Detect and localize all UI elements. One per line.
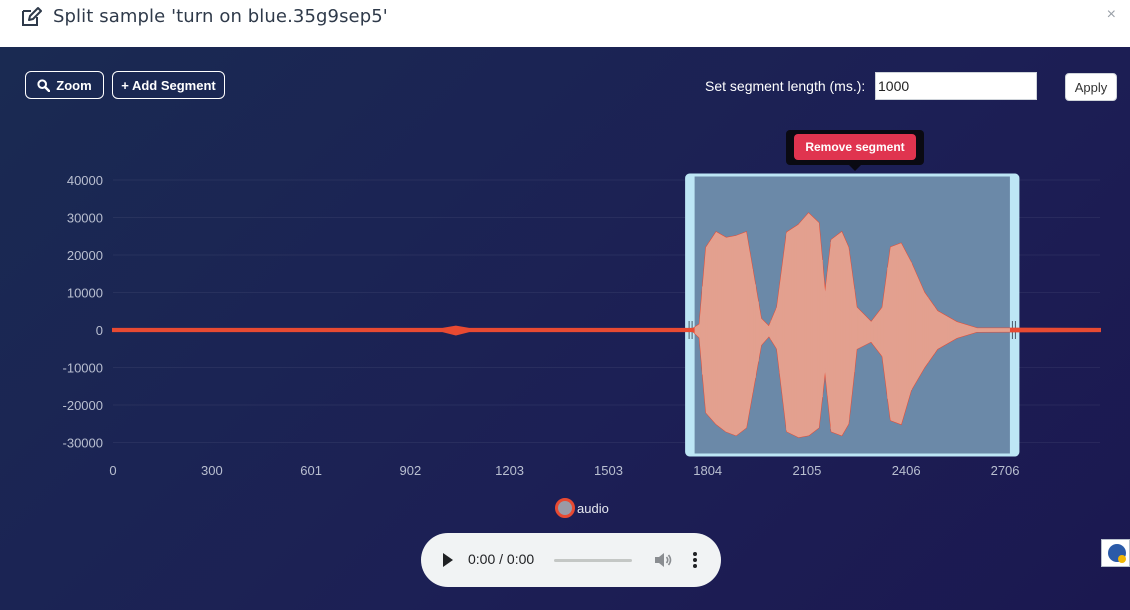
search-icon — [37, 78, 51, 92]
segment-length-input[interactable] — [875, 72, 1037, 100]
zoom-button[interactable]: Zoom — [25, 71, 104, 99]
legend-marker — [555, 498, 575, 518]
legend-label: audio — [577, 500, 609, 516]
segment-length-label: Set segment length (ms.): — [705, 78, 866, 94]
volume-icon[interactable] — [654, 550, 672, 570]
y-tick-label: 30000 — [67, 211, 103, 226]
x-tick-label: 300 — [201, 463, 223, 478]
add-segment-label: + Add Segment — [121, 77, 216, 93]
segment-handle-left[interactable] — [686, 175, 695, 455]
x-tick-label: 601 — [300, 463, 322, 478]
add-segment-button[interactable]: + Add Segment — [112, 71, 225, 99]
ime-icon — [1108, 544, 1126, 563]
zoom-label: Zoom — [56, 77, 92, 93]
segment-handle-right[interactable] — [1009, 175, 1018, 455]
x-tick-label: 1503 — [594, 463, 623, 478]
x-tick-label: 2105 — [792, 463, 821, 478]
y-tick-label: 0 — [96, 323, 103, 338]
close-button[interactable]: × — [1106, 6, 1116, 23]
x-tick-label: 902 — [400, 463, 422, 478]
ime-indicator[interactable] — [1101, 539, 1130, 567]
x-tick-label: 1203 — [495, 463, 524, 478]
y-tick-label: 20000 — [67, 248, 103, 263]
y-tick-label: -10000 — [63, 361, 103, 376]
dialog-title: Split sample 'turn on blue.35g9sep5' — [53, 6, 388, 27]
audio-player: 0:00 / 0:00 — [421, 533, 721, 587]
progress-slider[interactable] — [554, 559, 632, 562]
remove-segment-button[interactable]: Remove segment — [794, 134, 916, 160]
waveform-segment-highlight — [694, 213, 1010, 438]
x-tick-label: 0 — [109, 463, 116, 478]
x-tick-label: 1804 — [693, 463, 722, 478]
chart-legend[interactable]: audio — [555, 498, 609, 518]
x-tick-label: 2706 — [991, 463, 1020, 478]
edit-icon — [22, 7, 42, 26]
y-tick-label: -30000 — [63, 436, 103, 451]
dialog-header: Split sample 'turn on blue.35g9sep5' × — [0, 0, 1130, 47]
apply-button[interactable]: Apply — [1065, 73, 1117, 101]
y-tick-label: -20000 — [63, 398, 103, 413]
y-tick-label: 40000 — [67, 173, 103, 188]
more-vert-icon[interactable] — [691, 550, 699, 570]
time-display: 0:00 / 0:00 — [468, 551, 535, 567]
segment-tooltip: Remove segment — [786, 130, 924, 171]
play-icon[interactable] — [441, 551, 455, 569]
x-tick-label: 2406 — [892, 463, 921, 478]
y-tick-label: 10000 — [67, 286, 103, 301]
